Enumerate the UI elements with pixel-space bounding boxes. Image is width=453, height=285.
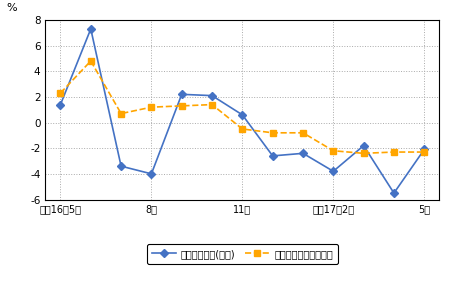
現金給与総額(名目) — [270, 154, 275, 158]
Legend: 現金給与総額(名目), きまって支給する給与: 現金給与総額(名目), きまって支給する給与 — [147, 244, 338, 264]
きまって支給する給与 — [300, 131, 306, 135]
きまって支給する給与 — [270, 131, 275, 135]
現金給与総額(名目) — [331, 170, 336, 173]
現金給与総額(名目) — [391, 192, 397, 195]
Line: 現金給与総額(名目): 現金給与総額(名目) — [58, 26, 427, 196]
現金給与総額(名目) — [422, 148, 427, 151]
きまって支給する給与 — [58, 91, 63, 95]
現金給与総額(名目) — [149, 172, 154, 176]
きまって支給する給与 — [331, 149, 336, 152]
きまって支給する給与 — [149, 105, 154, 109]
きまって支給する給与 — [118, 112, 124, 115]
現金給与総額(名目) — [300, 152, 306, 155]
きまって支給する給与 — [361, 152, 366, 155]
きまって支給する給与 — [179, 104, 184, 107]
きまって支給する給与 — [422, 150, 427, 154]
Text: %: % — [6, 3, 16, 13]
現金給与総額(名目) — [209, 94, 215, 97]
きまって支給する給与 — [88, 59, 93, 63]
Line: きまって支給する給与: きまって支給する給与 — [58, 58, 427, 156]
現金給与総額(名目) — [361, 144, 366, 147]
現金給与総額(名目) — [179, 93, 184, 96]
現金給与総額(名目) — [88, 27, 93, 31]
現金給与総額(名目) — [58, 103, 63, 106]
きまって支給する給与 — [209, 103, 215, 106]
きまって支給する給与 — [240, 127, 245, 131]
現金給与総額(名目) — [118, 164, 124, 168]
現金給与総額(名目) — [240, 113, 245, 117]
きまって支給する給与 — [391, 150, 397, 154]
